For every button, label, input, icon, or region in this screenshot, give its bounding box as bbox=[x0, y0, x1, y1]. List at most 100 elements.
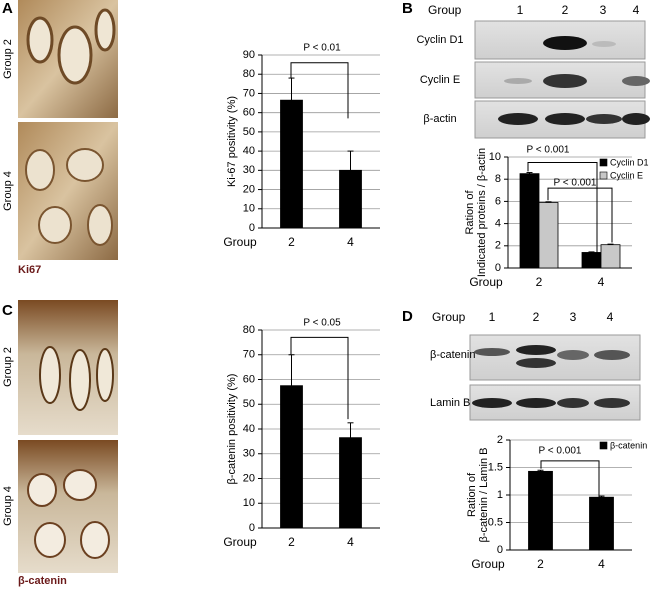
blot-row-label: β-actin bbox=[423, 113, 456, 125]
y-tick-label: 60 bbox=[243, 107, 255, 119]
y-axis-label: Ki-67 positivity (%) bbox=[226, 96, 238, 187]
glands bbox=[27, 469, 110, 559]
x-axis-label: Group bbox=[223, 535, 257, 549]
significance-bracket bbox=[540, 460, 600, 509]
y-tick-label: 70 bbox=[243, 349, 255, 361]
significance-bracket bbox=[290, 62, 349, 119]
y-tick-label: 2 bbox=[495, 240, 501, 252]
y-tick-label: 30 bbox=[243, 448, 255, 460]
y-tick-label: 0 bbox=[495, 262, 501, 274]
legend-label: β-catenin bbox=[610, 440, 647, 450]
y-tick-label: 8 bbox=[495, 173, 501, 185]
lane-label: 3 bbox=[600, 3, 607, 17]
lane-label: 1 bbox=[489, 310, 496, 324]
y-tick-label: 20 bbox=[243, 183, 255, 195]
blot-bands bbox=[472, 345, 630, 408]
x-tick-label: 4 bbox=[347, 235, 354, 249]
y-tick-label: 50 bbox=[243, 126, 255, 138]
blot-row-label: β-catenin bbox=[430, 349, 475, 361]
x-axis-label: Group bbox=[471, 557, 505, 571]
x-axis-label: Group bbox=[223, 235, 257, 249]
annotation: P < 0.001 bbox=[539, 446, 582, 457]
annotation: P < 0.001 bbox=[527, 145, 570, 156]
image-label: Group 4 bbox=[2, 171, 14, 211]
x-tick-label: 2 bbox=[536, 275, 543, 289]
y-tick-label: 6 bbox=[495, 195, 501, 207]
y-axis-label: Ration of bbox=[464, 190, 476, 235]
bar bbox=[538, 202, 559, 269]
y-tick-label: 2 bbox=[497, 434, 503, 446]
y-tick-label: 60 bbox=[243, 373, 255, 385]
significance-bracket bbox=[527, 162, 598, 260]
bar bbox=[528, 470, 553, 551]
legend-swatch bbox=[599, 158, 608, 167]
panel-letter: D bbox=[402, 308, 413, 325]
x-tick-label: 2 bbox=[537, 557, 544, 571]
lane-label: 3 bbox=[570, 310, 577, 324]
y-tick-label: 4 bbox=[495, 218, 501, 230]
glands bbox=[25, 148, 113, 246]
y-axis-label: β-catenin / Lamin B bbox=[478, 448, 490, 543]
lane-label: 2 bbox=[562, 3, 569, 17]
y-tick-label: 70 bbox=[243, 87, 255, 99]
significance-bracket bbox=[547, 187, 613, 243]
image-label: Group 4 bbox=[2, 486, 14, 526]
x-tick-label: 4 bbox=[598, 557, 605, 571]
panel-letter: B bbox=[402, 0, 413, 17]
legend-swatch bbox=[599, 441, 608, 450]
blot-row-label: Cyclin D1 bbox=[416, 34, 463, 46]
glands bbox=[26, 8, 116, 85]
panel-letter: C bbox=[2, 302, 13, 319]
annotation: P < 0.05 bbox=[303, 318, 341, 329]
bar bbox=[600, 244, 621, 269]
bar bbox=[581, 252, 602, 269]
y-tick-label: 0 bbox=[249, 522, 255, 534]
stain-label: Ki67 bbox=[18, 264, 41, 276]
x-tick-label: 2 bbox=[288, 235, 295, 249]
image-label: Group 2 bbox=[2, 347, 14, 387]
bar bbox=[339, 437, 362, 529]
y-tick-label: 0 bbox=[497, 544, 503, 556]
image-label: Group 2 bbox=[2, 39, 14, 79]
legend-swatch bbox=[599, 171, 608, 180]
panel-letter: A bbox=[2, 0, 13, 17]
y-tick-label: 30 bbox=[243, 164, 255, 176]
bar bbox=[589, 496, 614, 551]
bar bbox=[280, 385, 303, 529]
y-tick-label: 90 bbox=[243, 49, 255, 61]
x-tick-label: 4 bbox=[598, 275, 605, 289]
y-tick-label: 10 bbox=[243, 497, 255, 509]
y-axis-label: Indicated proteins / β-actin bbox=[476, 148, 488, 277]
significance-bracket bbox=[290, 336, 349, 420]
y-tick-label: 1.5 bbox=[488, 461, 503, 473]
blot-row-label: Lamin B bbox=[430, 397, 470, 409]
blot-header: Group bbox=[428, 3, 462, 17]
y-tick-label: 20 bbox=[243, 472, 255, 484]
lane-label: 2 bbox=[533, 310, 540, 324]
x-axis-label: Group bbox=[469, 275, 503, 289]
blot-bands bbox=[498, 36, 650, 125]
annotation: P < 0.01 bbox=[303, 43, 341, 54]
annotation: P < 0.001 bbox=[554, 178, 597, 189]
bar bbox=[280, 99, 303, 229]
y-tick-label: 0.5 bbox=[488, 516, 503, 528]
y-tick-label: 0 bbox=[249, 222, 255, 234]
lane-label: 1 bbox=[517, 3, 524, 17]
x-tick-label: 4 bbox=[347, 535, 354, 549]
y-tick-label: 50 bbox=[243, 398, 255, 410]
glands bbox=[39, 346, 114, 411]
blot-row-label: Cyclin E bbox=[420, 74, 460, 86]
y-tick-label: 10 bbox=[243, 203, 255, 215]
bar bbox=[519, 173, 540, 269]
y-tick-label: 80 bbox=[243, 324, 255, 336]
y-axis-label: β-catenin positivity (%) bbox=[226, 374, 238, 485]
blot-header: Group bbox=[432, 310, 466, 324]
x-tick-label: 2 bbox=[288, 535, 295, 549]
legend-label: Cyclin E bbox=[610, 170, 643, 180]
y-tick-label: 1 bbox=[497, 489, 503, 501]
stain-label: β-catenin bbox=[18, 575, 67, 587]
y-tick-label: 10 bbox=[489, 151, 501, 163]
y-axis-label: Ration of bbox=[466, 472, 478, 517]
lane-label: 4 bbox=[607, 310, 614, 324]
y-tick-label: 40 bbox=[243, 145, 255, 157]
